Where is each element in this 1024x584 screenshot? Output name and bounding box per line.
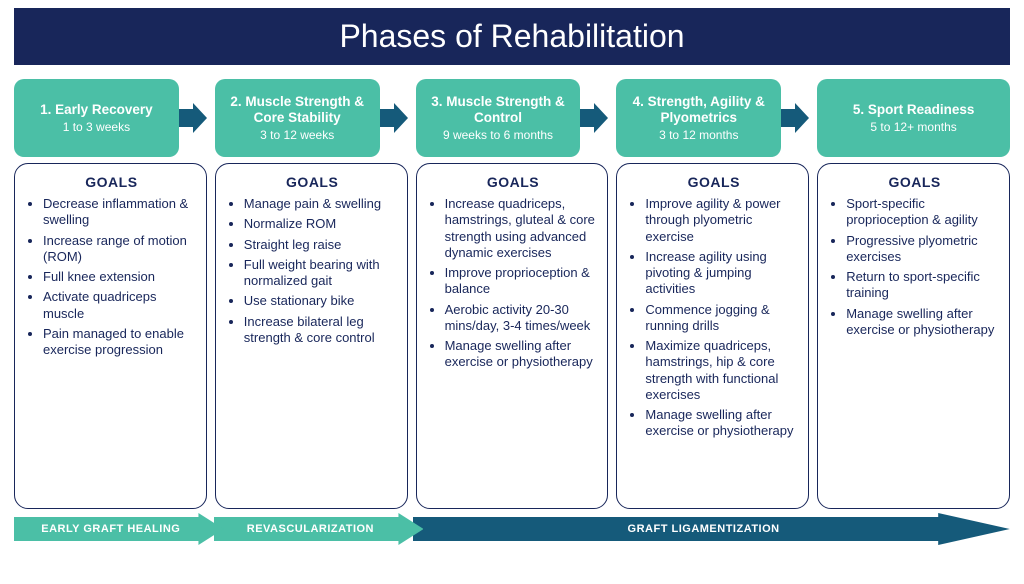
phase-header: 1. Early Recovery 1 to 3 weeks <box>14 79 179 157</box>
phase-arrow-icon <box>179 103 207 133</box>
phase-title: 5. Sport Readiness <box>827 102 1000 118</box>
bottom-stage-arrow: GRAFT LIGAMENTIZATION <box>413 513 1010 545</box>
goals-heading: GOALS <box>629 174 798 190</box>
goals-list: Decrease inflammation & swelling Increase… <box>27 196 196 358</box>
goals-heading: GOALS <box>228 174 397 190</box>
phase-title: 1. Early Recovery <box>24 102 169 118</box>
phase-column: 2. Muscle Strength & Core Stability 3 to … <box>215 79 408 509</box>
goals-box: GOALS Improve agility & power through ply… <box>616 163 809 509</box>
phase-column: 3. Muscle Strength & Control 9 weeks to 6… <box>416 79 609 509</box>
phase-subtitle: 9 weeks to 6 months <box>426 128 571 142</box>
phases-row: 1. Early Recovery 1 to 3 weeks GOALS Decrea… <box>0 79 1024 509</box>
bottom-stage-label: GRAFT LIGAMENTIZATION <box>413 523 994 535</box>
goal-item: Manage swelling after exercise or physio… <box>645 407 798 440</box>
goal-item: Manage pain & swelling <box>244 196 397 212</box>
goal-item: Return to sport-specific training <box>846 269 999 302</box>
phase-column: 1. Early Recovery 1 to 3 weeks GOALS Decrea… <box>14 79 207 509</box>
phase-header: 2. Muscle Strength & Core Stability 3 to … <box>215 79 380 157</box>
goals-list: Manage pain & swelling Normalize ROM Strai… <box>228 196 397 346</box>
phase-header: 3. Muscle Strength & Control 9 weeks to 6… <box>416 79 581 157</box>
goal-item: Manage swelling after exercise or physio… <box>846 306 999 339</box>
goals-heading: GOALS <box>830 174 999 190</box>
phase-title: 4. Strength, Agility & Plyometrics <box>626 94 771 126</box>
phase-title: 2. Muscle Strength & Core Stability <box>225 94 370 126</box>
phase-column: 5. Sport Readiness 5 to 12+ months GOALS Sp… <box>817 79 1010 509</box>
phase-arrow-icon <box>580 103 608 133</box>
phase-arrow-icon <box>380 103 408 133</box>
goal-item: Maximize quadriceps, hamstrings, hip & c… <box>645 338 798 403</box>
goal-item: Increase agility using pivoting & jumpin… <box>645 249 798 298</box>
bottom-stage-arrow: REVASCULARIZATION <box>214 513 424 545</box>
phase-title: 3. Muscle Strength & Control <box>426 94 571 126</box>
goals-list: Improve agility & power through plyometr… <box>629 196 798 440</box>
goal-item: Increase quadriceps, hamstrings, gluteal… <box>445 196 598 261</box>
goal-item: Improve agility & power through plyometr… <box>645 196 798 245</box>
phase-subtitle: 3 to 12 weeks <box>225 128 370 142</box>
goal-item: Increase range of motion (ROM) <box>43 233 196 266</box>
goals-box: GOALS Sport-specific proprioception & agi… <box>817 163 1010 509</box>
phase-subtitle: 3 to 12 months <box>626 128 771 142</box>
goal-item: Decrease inflammation & swelling <box>43 196 196 229</box>
phase-subtitle: 1 to 3 weeks <box>24 120 169 134</box>
goal-item: Increase bilateral leg strength & core c… <box>244 314 397 347</box>
bottom-stage-label: REVASCULARIZATION <box>214 523 408 535</box>
phase-column: 4. Strength, Agility & Plyometrics 3 to 1… <box>616 79 809 509</box>
goal-item: Progressive plyometric exercises <box>846 233 999 266</box>
goal-item: Aerobic activity 20-30 mins/day, 3-4 tim… <box>445 302 598 335</box>
phase-subtitle: 5 to 12+ months <box>827 120 1000 134</box>
bottom-stages-row: EARLY GRAFT HEALING REVASCULARIZATION GRAF… <box>0 509 1024 545</box>
goals-box: GOALS Increase quadriceps, hamstrings, gl… <box>416 163 609 509</box>
goal-item: Activate quadriceps muscle <box>43 289 196 322</box>
goal-item: Full knee extension <box>43 269 196 285</box>
goal-item: Straight leg raise <box>244 237 397 253</box>
phase-arrow-icon <box>781 103 809 133</box>
goal-item: Pain managed to enable exercise progress… <box>43 326 196 359</box>
goal-item: Manage swelling after exercise or physio… <box>445 338 598 371</box>
goals-list: Increase quadriceps, hamstrings, gluteal… <box>429 196 598 371</box>
goals-heading: GOALS <box>27 174 196 190</box>
bottom-stage-arrow: EARLY GRAFT HEALING <box>14 513 224 545</box>
goal-item: Improve proprioception & balance <box>445 265 598 298</box>
phase-header: 5. Sport Readiness 5 to 12+ months <box>817 79 1010 157</box>
goals-heading: GOALS <box>429 174 598 190</box>
page-title: Phases of Rehabilitation <box>14 8 1010 65</box>
bottom-stage-label: EARLY GRAFT HEALING <box>14 523 208 535</box>
goal-item: Commence jogging & running drills <box>645 302 798 335</box>
goal-item: Use stationary bike <box>244 293 397 309</box>
goals-box: GOALS Manage pain & swelling Normalize ROM… <box>215 163 408 509</box>
phase-header: 4. Strength, Agility & Plyometrics 3 to 1… <box>616 79 781 157</box>
goal-item: Sport-specific proprioception & agility <box>846 196 999 229</box>
goal-item: Full weight bearing with normalized gait <box>244 257 397 290</box>
goals-list: Sport-specific proprioception & agility P… <box>830 196 999 338</box>
goals-box: GOALS Decrease inflammation & swelling Inc… <box>14 163 207 509</box>
goal-item: Normalize ROM <box>244 216 397 232</box>
